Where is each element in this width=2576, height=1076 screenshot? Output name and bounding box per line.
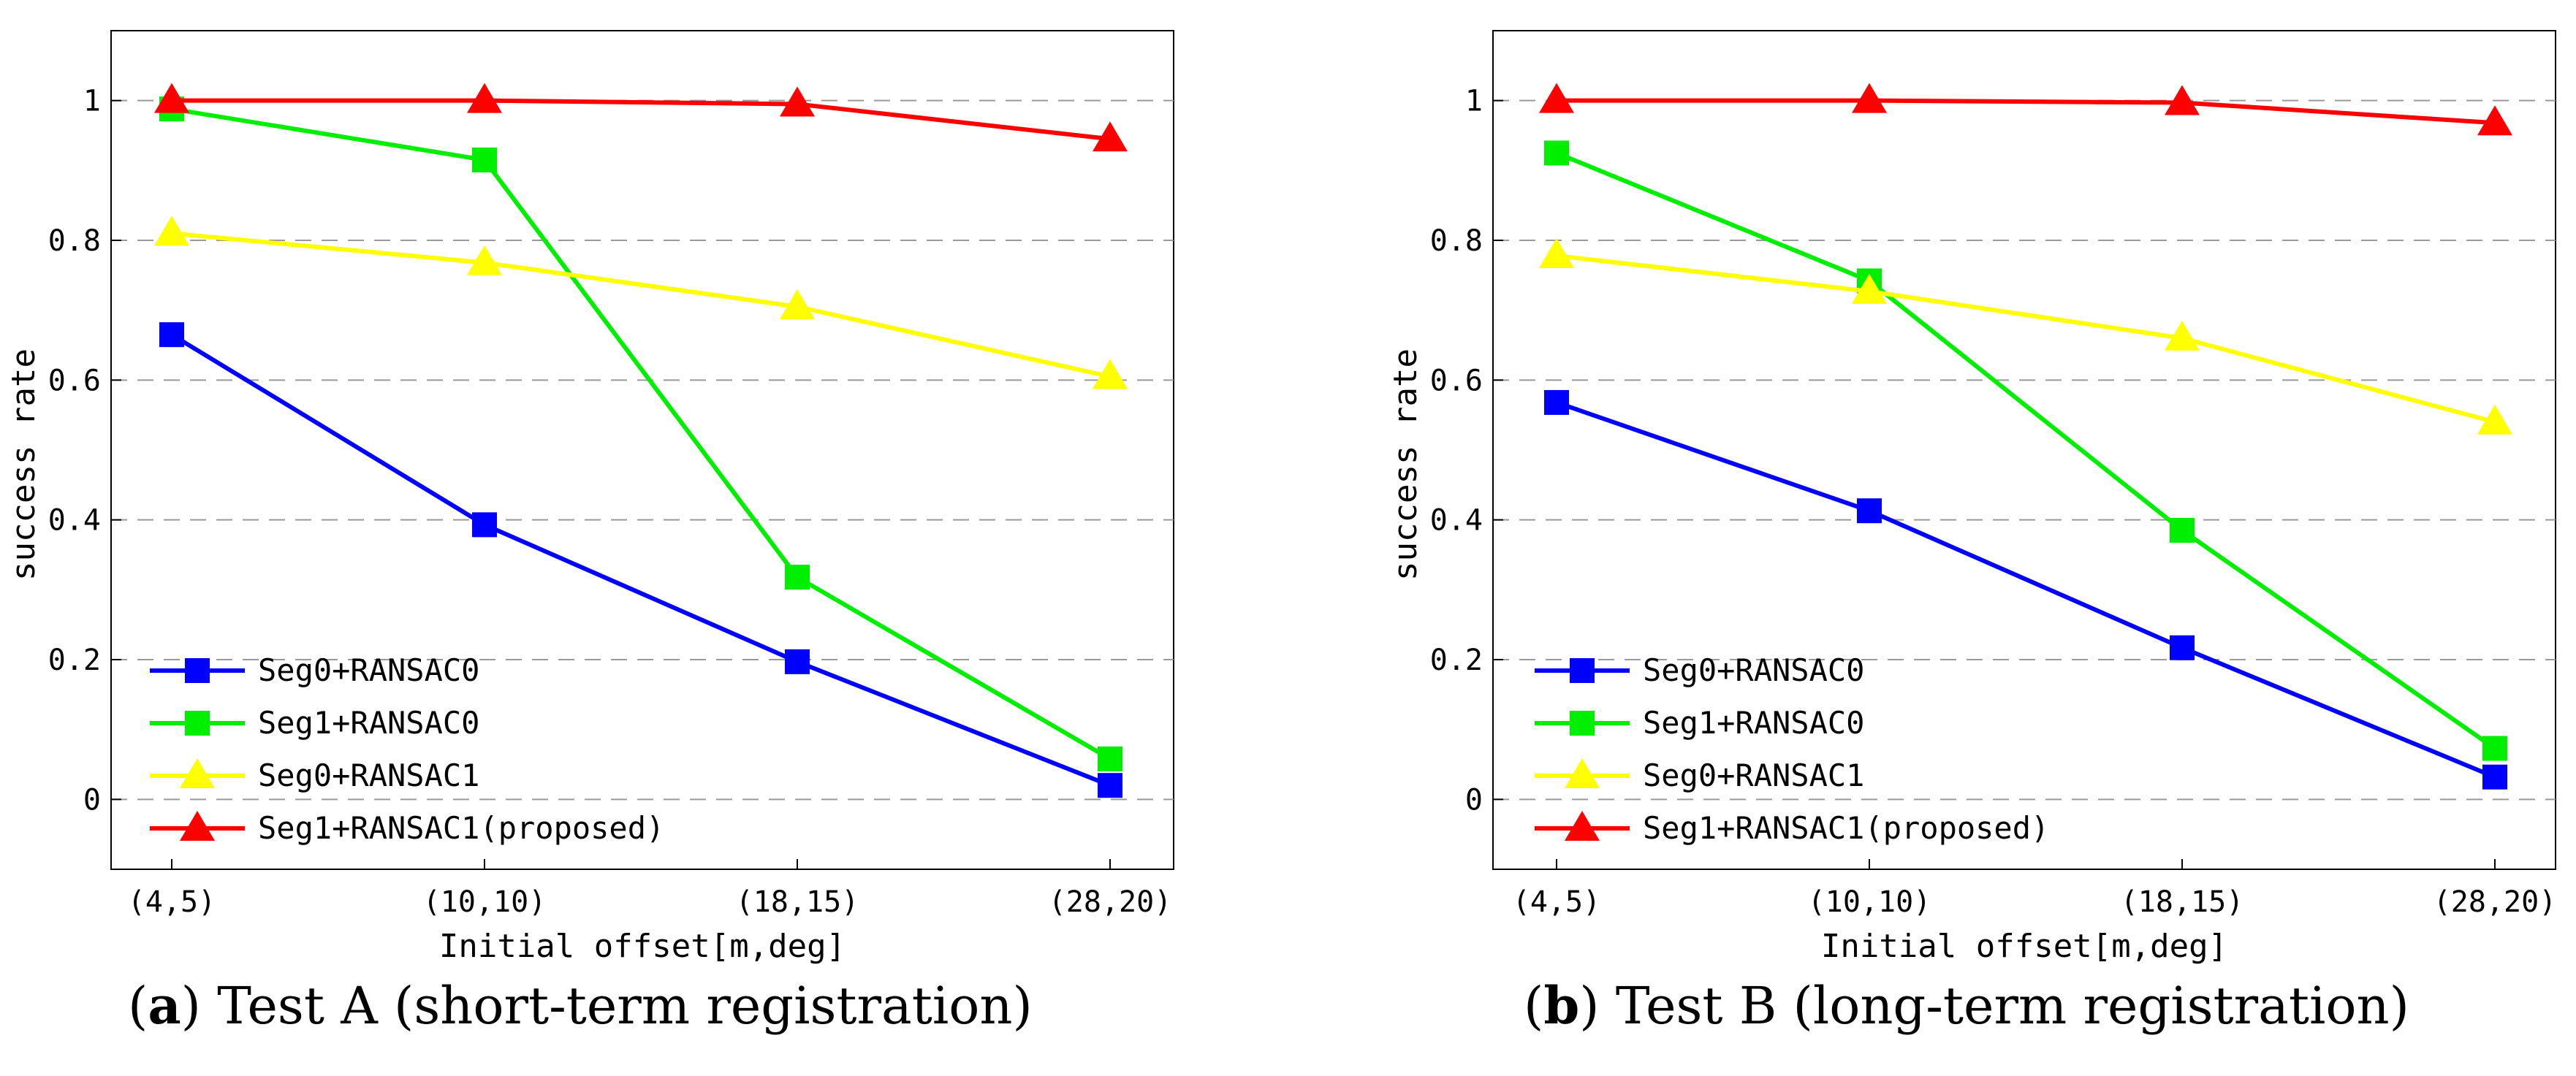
- data-point-b-1-0: [1544, 140, 1569, 166]
- y-tick-label-a-4: 0.8: [48, 224, 101, 258]
- data-point-b-2-0: [1539, 238, 1574, 269]
- legend-label-b-0: Seg0+RANSAC0: [1643, 652, 1864, 688]
- legend-label-a-3: Seg1+RANSAC1(proposed): [258, 810, 664, 846]
- x-tick-label-b-1: (10,10): [1808, 885, 1931, 919]
- data-point-a-2-0: [154, 215, 189, 246]
- legend-label-a-0: Seg0+RANSAC0: [258, 652, 479, 688]
- legend-marker-b-2: [1565, 758, 1600, 788]
- y-axis-label-a: success rate: [5, 348, 42, 581]
- legend-marker-b-3: [1565, 811, 1600, 841]
- legend-label-b-3: Seg1+RANSAC1(proposed): [1643, 810, 2049, 846]
- x-tick-label-a-2: (18,15): [736, 885, 859, 919]
- data-point-a-0-0: [159, 322, 184, 348]
- series-line-a-3: [172, 98, 1111, 142]
- data-point-b-1-2: [2170, 518, 2195, 543]
- data-point-b-1-3: [2482, 736, 2507, 761]
- series-line-b-0: [1556, 400, 2496, 779]
- data-point-b-3-0: [1539, 83, 1574, 113]
- series-line-a-1: [171, 107, 1112, 761]
- data-point-a-3-3: [1093, 121, 1128, 152]
- data-point-a-2-1: [467, 245, 502, 275]
- legend-a: Seg0+RANSAC0 Seg1+RANSAC0 Seg0+RANSAC1 Seg1…: [150, 652, 664, 846]
- y-tick-label-a-0: 0: [83, 783, 101, 817]
- data-point-b-3-3: [2477, 105, 2512, 136]
- data-point-a-1-1: [472, 147, 497, 172]
- data-point-a-0-3: [1098, 773, 1122, 798]
- x-tick-label-b-3: (28,20): [2433, 885, 2557, 919]
- legend-label-b-2: Seg0+RANSAC1: [1643, 758, 1864, 793]
- caption-a-text: Test A (short-term registration): [217, 976, 1033, 1036]
- x-tick-label-a-1: (10,10): [423, 885, 547, 919]
- y-axis-label-b: success rate: [1387, 348, 1424, 581]
- legend-marker-a-2: [180, 758, 215, 788]
- y-tick-label-b-2: 0.4: [1430, 504, 1483, 538]
- data-point-a-2-3: [1093, 359, 1128, 389]
- data-point-a-2-2: [780, 289, 815, 319]
- series-line-b-1: [1555, 150, 2496, 750]
- caption-a: (a) Test A (short-term registration): [128, 975, 1033, 1036]
- legend-b: Seg0+RANSAC0 Seg1+RANSAC0 Seg0+RANSAC1 Seg1…: [1535, 652, 2049, 846]
- legend-marker-a-0: [185, 658, 210, 683]
- data-point-b-0-1: [1857, 498, 1882, 524]
- y-tick-label-b-3: 0.6: [1430, 364, 1483, 397]
- legend-label-b-1: Seg1+RANSAC0: [1643, 705, 1864, 741]
- legend-marker-a-1: [185, 711, 210, 736]
- chart-b: 0 0.2 0.4 0.6 0.8 1 (4,5) (10,10) (18,15) (28,20)…: [1387, 30, 2557, 965]
- data-point-b-0-2: [2170, 635, 2195, 660]
- x-axis-label-a: Initial offset[m,deg]: [439, 928, 846, 965]
- y-tick-label-b-1: 0.2: [1430, 644, 1483, 677]
- data-point-a-1-3: [1098, 746, 1122, 771]
- legend-label-a-2: Seg0+RANSAC1: [258, 758, 479, 793]
- data-point-b-2-1: [1852, 273, 1887, 304]
- caption-a-letter: a: [148, 975, 181, 1036]
- legend-marker-b-1: [1570, 711, 1595, 736]
- data-point-a-0-1: [472, 512, 497, 538]
- data-point-b-3-1: [1852, 83, 1887, 113]
- x-tick-label-a-3: (28,20): [1049, 885, 1172, 919]
- x-tick-label-a-0: (4,5): [128, 885, 216, 919]
- data-point-a-3-1: [467, 83, 502, 113]
- data-point-a-1-2: [785, 565, 810, 590]
- legend-marker-a-3: [180, 811, 215, 841]
- data-point-a-3-2: [780, 86, 815, 117]
- y-tick-label-b-4: 0.8: [1430, 224, 1483, 258]
- data-point-b-2-3: [2477, 404, 2512, 435]
- y-tick-label-b-0: 0: [1465, 783, 1483, 817]
- y-tick-label-a-2: 0.4: [48, 504, 101, 538]
- series-line-a-0: [170, 332, 1112, 787]
- x-tick-label-b-2: (18,15): [2121, 885, 2244, 919]
- caption-b: (b) Test B (long-term registration): [1524, 975, 2409, 1036]
- data-point-a-3-0: [154, 83, 189, 113]
- y-tick-label-b-5: 1: [1465, 85, 1483, 118]
- data-point-b-0-0: [1544, 389, 1569, 415]
- caption-b-text: Test B (long-term registration): [1615, 976, 2409, 1036]
- series-line-b-2: [1556, 253, 2496, 424]
- caption-b-letter: b: [1543, 975, 1580, 1036]
- plot-frame-b: [1492, 30, 2556, 870]
- chart-a: 0 0.2 0.4 0.6 0.8 1 (4,5) (10,10) (18,15) (28,20)…: [5, 30, 1174, 965]
- legend-marker-b-0: [1570, 658, 1595, 683]
- data-point-b-2-2: [2165, 320, 2200, 351]
- y-tick-label-a-1: 0.2: [48, 644, 101, 677]
- series-line-b-3: [1557, 98, 2496, 126]
- y-tick-label-a-3: 0.6: [48, 364, 101, 397]
- x-axis-label-b: Initial offset[m,deg]: [1821, 928, 2227, 965]
- x-tick-label-b-0: (4,5): [1513, 885, 1600, 919]
- legend-label-a-1: Seg1+RANSAC0: [258, 705, 479, 741]
- data-point-a-0-2: [785, 649, 810, 674]
- y-tick-label-a-5: 1: [83, 85, 101, 118]
- series-line-a-2: [171, 231, 1111, 379]
- plot-frame-a: [110, 30, 1174, 870]
- data-point-b-0-3: [2482, 764, 2507, 790]
- data-point-b-3-2: [2165, 85, 2200, 115]
